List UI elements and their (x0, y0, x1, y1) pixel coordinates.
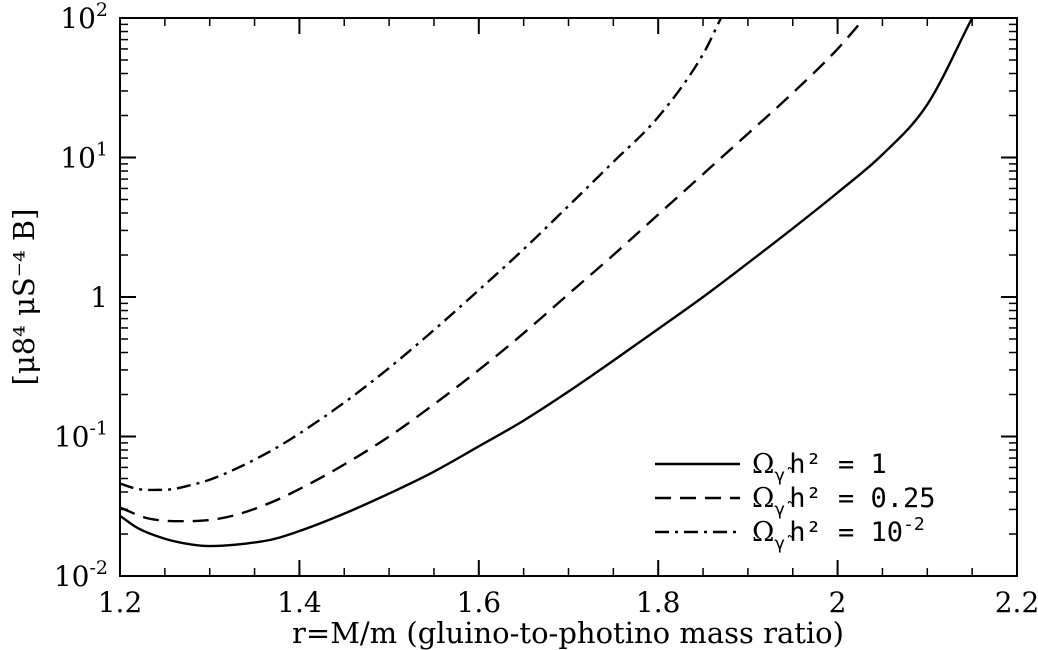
series-group (119, 17, 974, 548)
series-line-solid (119, 17, 974, 548)
y-tick-exponent: -2 (89, 557, 108, 579)
x-tick-label: 1.2 (98, 586, 143, 619)
y-tick-exponent: -1 (89, 418, 108, 440)
y-tick-exponent: 2 (96, 0, 108, 21)
y-tick-label: 1 (90, 281, 108, 314)
legend-omega: Ω (752, 449, 774, 480)
y-tick-base: 10 (60, 142, 96, 175)
x-tick-label: 2 (829, 586, 847, 619)
x-tick-label: 1.6 (457, 586, 502, 619)
y-tick-label: 10-1 (54, 418, 108, 454)
y-tick-label: 10-2 (54, 557, 108, 593)
y-tick-label: 101 (60, 139, 108, 175)
x-tick-label: 2.2 (995, 586, 1038, 619)
y-tick-base: 10 (54, 560, 90, 593)
y-tick-exponent: 1 (96, 139, 108, 161)
y-tick-label: 102 (60, 0, 108, 35)
legend-omega: Ω (752, 483, 774, 514)
legend-label: Ωγ̃ h² = 0.25 (752, 483, 936, 520)
y-tick-base: 10 (60, 2, 96, 35)
y-axis-title: [μ8⁴ μS⁻⁴ B] (7, 209, 41, 386)
legend-omega: Ω (752, 517, 774, 548)
legend-rest: h² = 1 (789, 449, 887, 480)
legend-exponent: -2 (903, 514, 925, 535)
y-tick-base: 1 (90, 281, 108, 314)
legend-rest: h² = 0.25 (789, 483, 935, 514)
legend-rest: h² = 10 (789, 517, 903, 548)
series-line-dashed (119, 17, 866, 523)
legend-label: Ωγ̃ h² = 10-2 (752, 514, 925, 554)
legend-label: Ωγ̃ h² = 1 (752, 449, 887, 486)
x-tick-label: 1.8 (636, 586, 681, 619)
x-axis-title: r=M/m (gluino-to-photino mass ratio) (292, 616, 844, 650)
series-line-dashdot (119, 17, 723, 492)
y-tick-base: 10 (54, 421, 90, 454)
x-tick-label: 1.4 (277, 586, 322, 619)
